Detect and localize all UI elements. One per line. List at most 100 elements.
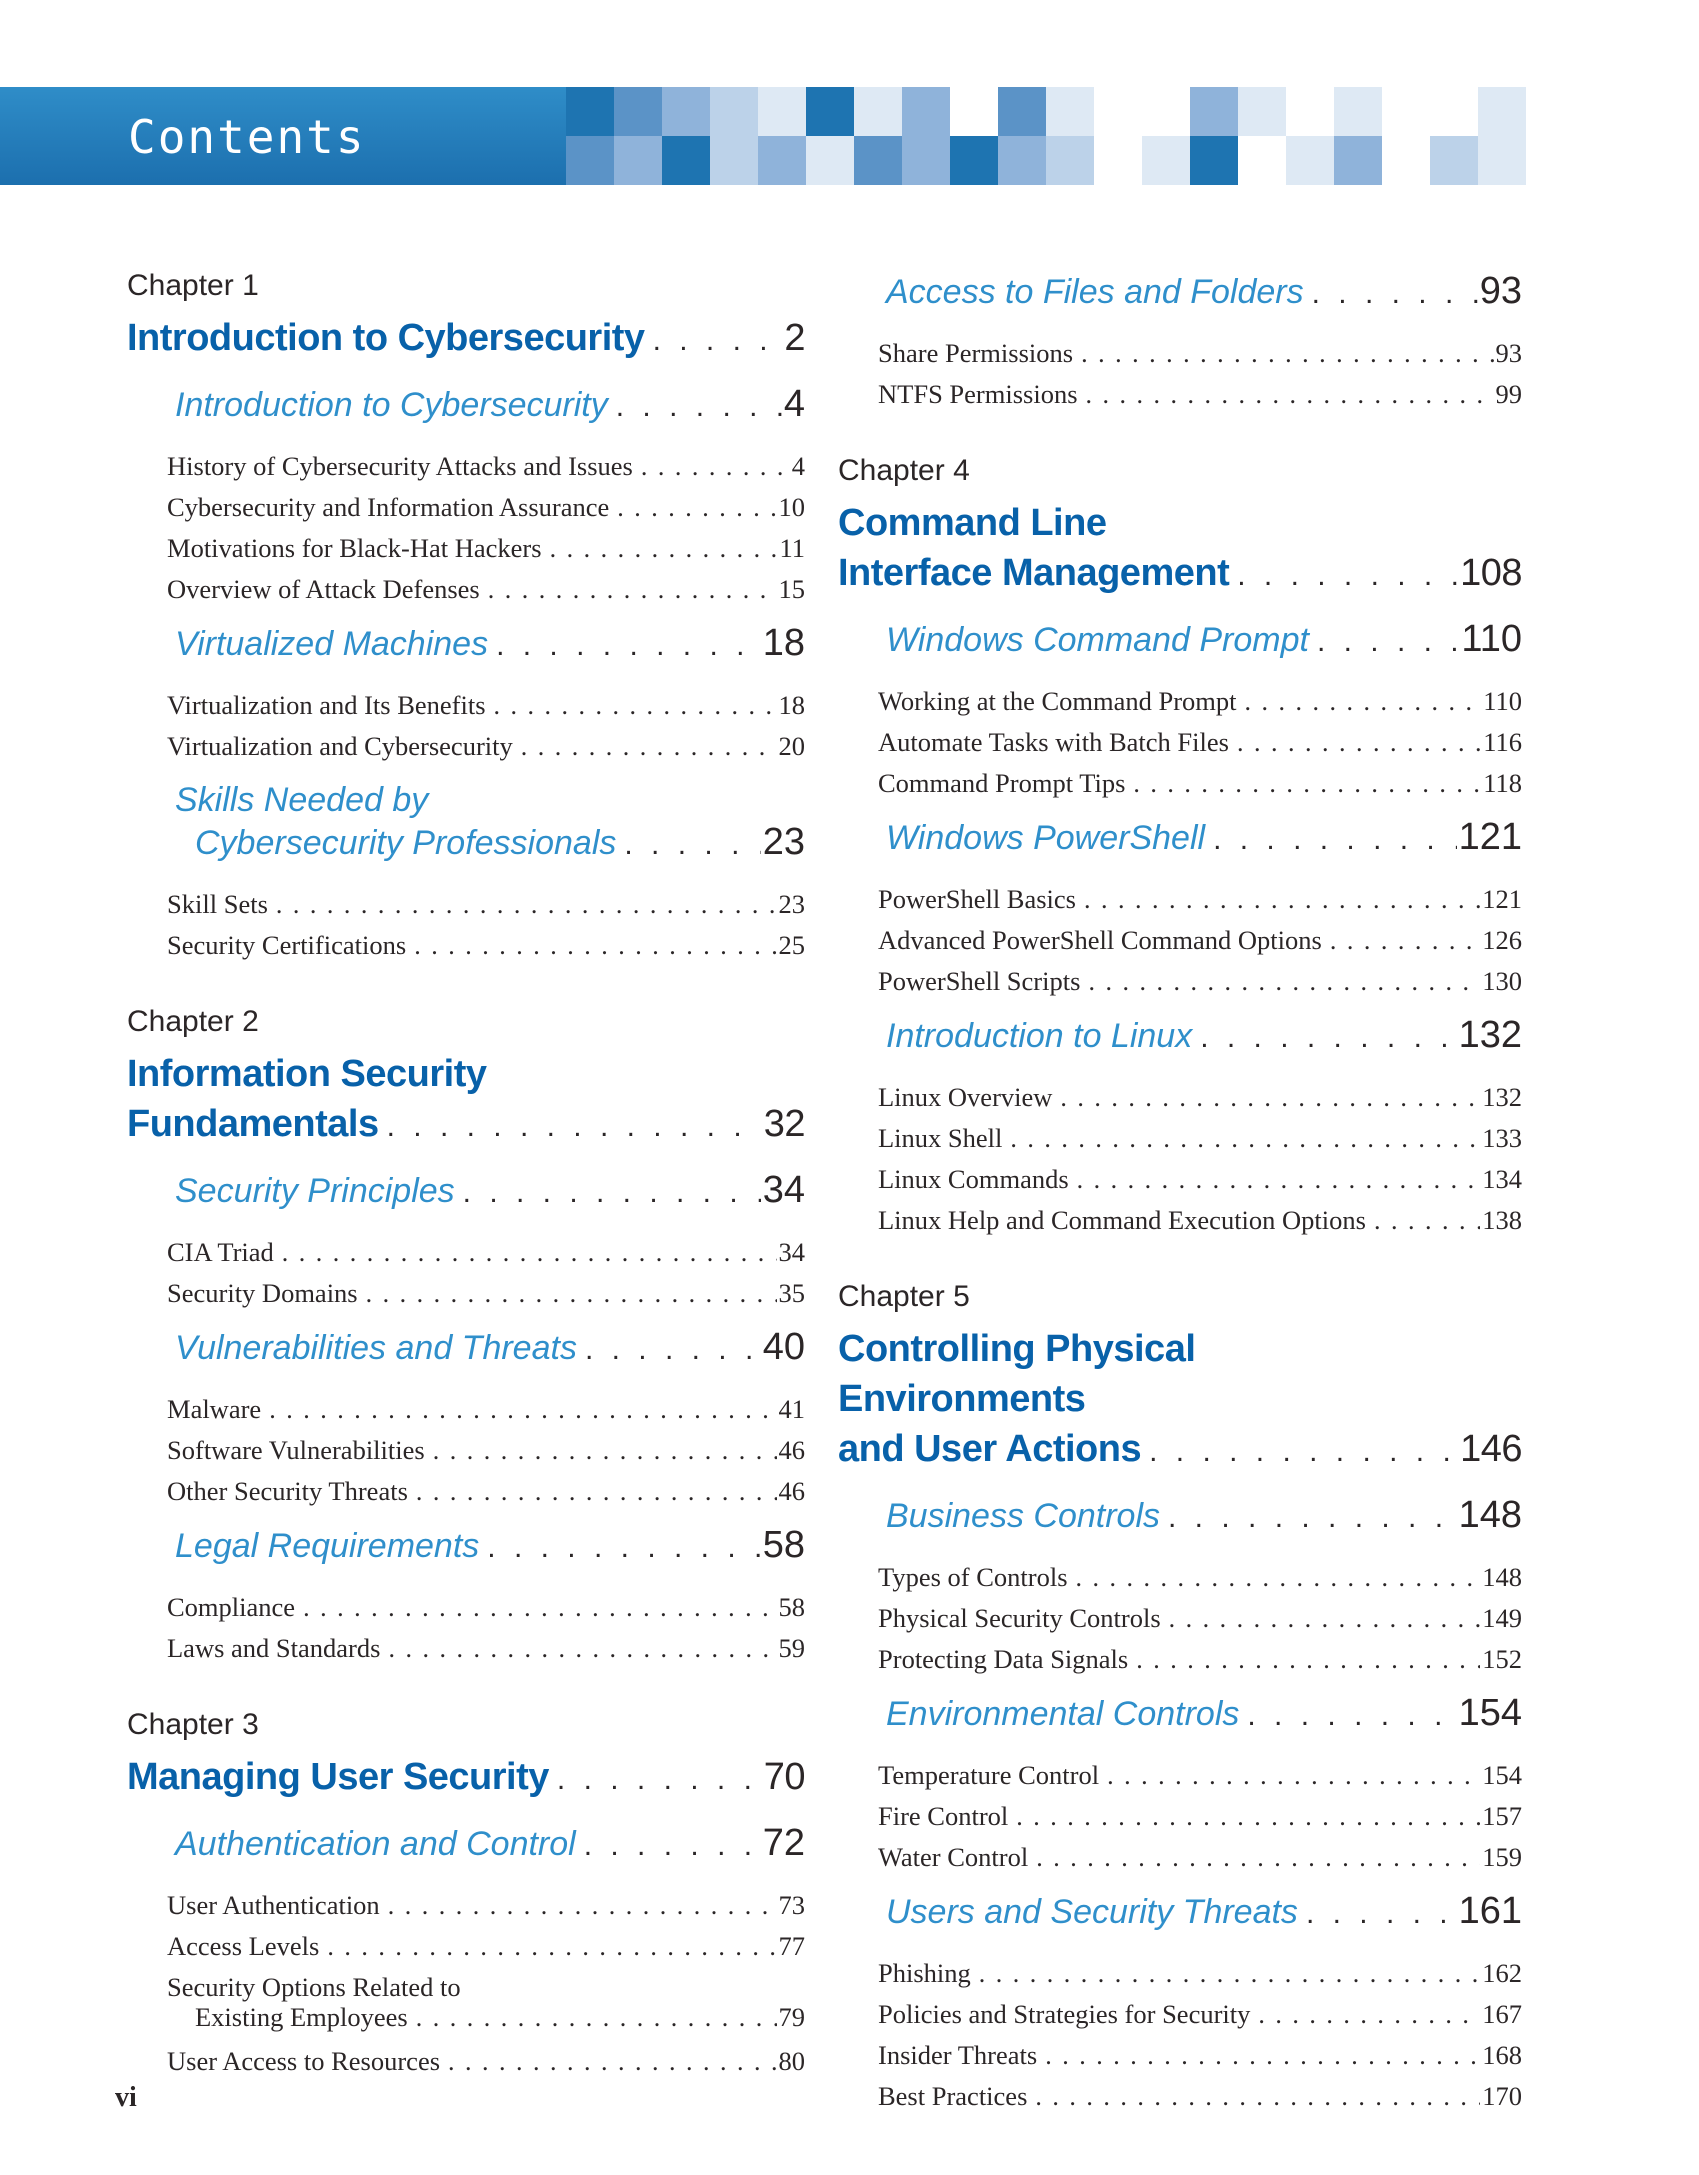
- mosaic-square: [1430, 136, 1478, 185]
- dot-leader: . . . . . . . . . . . . . . . . . . . . …: [584, 1333, 761, 1366]
- toc-entry: Laws and Standards. . . . . . . . . . . …: [127, 1628, 805, 1669]
- section-heading-line: Authentication and Control. . . . . . . …: [127, 1822, 805, 1867]
- dot-leader: . . . . . . . . . . . . . . . . . . . . …: [1081, 339, 1493, 368]
- page-number: 35: [778, 1278, 806, 1308]
- chapter-title-line-text: Interface Management: [838, 552, 1230, 594]
- toc-entry: Fire Control. . . . . . . . . . . . . . …: [838, 1796, 1522, 1837]
- toc-entry: Phishing. . . . . . . . . . . . . . . . …: [838, 1953, 1522, 1994]
- dot-leader: . . . . . . . . . . . . . . . . . . . . …: [462, 1176, 761, 1209]
- toc-entry: Access Levels. . . . . . . . . . . . . .…: [127, 1926, 805, 1967]
- toc-column-left: Chapter 1 Introduction to Cybersecurity. …: [127, 268, 806, 2082]
- section-heading-line-text: Environmental Controls: [886, 1695, 1240, 1733]
- mosaic-square: [950, 87, 998, 136]
- dot-leader: . . . . . . . . . . . . . . . . . . . . …: [269, 1395, 776, 1424]
- page-number: 159: [1482, 1842, 1522, 1872]
- section-heading-line-text: Windows PowerShell: [886, 819, 1206, 857]
- section-heading-line: Windows Command Prompt. . . . . . . . . …: [838, 618, 1522, 663]
- mosaic-square: [806, 136, 854, 185]
- toc-entry: Physical Security Controls. . . . . . . …: [838, 1598, 1522, 1639]
- chapter-label-text: Chapter 5: [838, 1280, 970, 1313]
- toc-entry-text: Working at the Command Prompt: [878, 686, 1237, 716]
- toc-entry: Best Practices. . . . . . . . . . . . . …: [838, 2076, 1522, 2117]
- dot-leader: . . . . . . . . . . . . . . . . . . . . …: [327, 1932, 776, 1961]
- toc-entry-text: User Authentication: [167, 1890, 380, 1920]
- toc-entry-text: Access Levels: [167, 1931, 320, 1961]
- chapter-title-line: Controlling Physical: [838, 1324, 1522, 1374]
- toc-entry-text: Skill Sets: [167, 889, 268, 919]
- page-number: 168: [1482, 2040, 1522, 2070]
- section-heading-line: Virtualized Machines. . . . . . . . . . …: [127, 622, 805, 667]
- page-number: 99: [1495, 379, 1523, 409]
- page-number: 157: [1482, 1801, 1522, 1831]
- header-band: Contents: [0, 87, 1699, 185]
- page-number: 148: [1458, 1494, 1522, 1536]
- toc-entry-text: Types of Controls: [878, 1562, 1068, 1592]
- toc-entry-text: Linux Shell: [878, 1123, 1003, 1153]
- toc-entry: Skill Sets. . . . . . . . . . . . . . . …: [127, 884, 805, 925]
- dot-leader: . . . . . . . . . . . . . . . . . . . . …: [1311, 277, 1478, 310]
- section-heading-line-text: Introduction to Linux: [886, 1017, 1193, 1055]
- toc-entry-text: Overview of Attack Defenses: [167, 574, 480, 604]
- toc-entry: Existing Employees. . . . . . . . . . . …: [127, 2001, 805, 2034]
- toc-entry-text: Command Prompt Tips: [878, 768, 1126, 798]
- mosaic-square: [710, 136, 758, 185]
- mosaic-square: [1286, 136, 1334, 185]
- chapter-label-text: Chapter 4: [838, 454, 970, 487]
- page-number: 73: [778, 1890, 806, 1920]
- toc-entry: Other Security Threats. . . . . . . . . …: [127, 1471, 805, 1512]
- toc-entry: PowerShell Scripts. . . . . . . . . . . …: [838, 961, 1522, 1002]
- mosaic-square: [1142, 136, 1190, 185]
- page-number: 154: [1458, 1692, 1522, 1734]
- folio-page-number: vi: [115, 2082, 137, 2113]
- chapter-title-line-text: Controlling Physical: [838, 1328, 1196, 1370]
- page-number: 110: [1461, 618, 1522, 660]
- dot-leader: . . . . . . . . . . . . . . . . . . . . …: [1168, 1501, 1457, 1534]
- section-heading-line: Introduction to Linux. . . . . . . . . .…: [838, 1014, 1522, 1059]
- toc-entry: PowerShell Basics . . . . . . . . . . . .…: [838, 879, 1522, 920]
- chapter-title-line-text: and User Actions: [838, 1428, 1142, 1470]
- mosaic-square: [1478, 87, 1526, 136]
- toc-entry-text: NTFS Permissions: [878, 379, 1078, 409]
- section-heading-line-text: Skills Needed by: [175, 781, 429, 819]
- dot-leader: . . . . . . . . . . . . . . . . . . . . …: [303, 1593, 776, 1622]
- toc-entry: Share Permissions. . . . . . . . . . . .…: [838, 333, 1522, 374]
- toc-entry: Overview of Attack Defenses. . . . . . .…: [127, 569, 805, 610]
- mosaic-square: [950, 136, 998, 185]
- page-number: 161: [1458, 1890, 1522, 1932]
- dot-leader: . . . . . . . . . . . . . . . . . . . . …: [1236, 728, 1481, 757]
- mosaic-square: [1094, 87, 1142, 136]
- toc-entry-text: PowerShell Scripts: [878, 966, 1081, 996]
- dot-leader: . . . . . . . . . . . . . . . . . . . . …: [617, 493, 776, 522]
- toc-entry: Linux Overview. . . . . . . . . . . . . …: [838, 1077, 1522, 1118]
- section-heading-line: Legal Requirements. . . . . . . . . . . …: [127, 1524, 805, 1569]
- page-number: 118: [1483, 768, 1522, 798]
- toc-entry-text: Virtualization and Its Benefits: [167, 690, 486, 720]
- page-number: 58: [762, 1524, 805, 1566]
- toc-entry: History of Cybersecurity Attacks and Iss…: [127, 446, 805, 487]
- page-number: 79: [778, 2002, 806, 2032]
- toc-entry: Virtualization and Cybersecurity. . . . …: [127, 726, 805, 767]
- mosaic-square: [1142, 87, 1190, 136]
- dot-leader: . . . . . . . . . . . . . . . . . . . . …: [1084, 885, 1480, 914]
- mosaic-square: [1046, 136, 1094, 185]
- section-heading-line-text: Cybersecurity Professionals: [195, 824, 617, 862]
- dot-leader: . . . . . . . . . . . . . . . . . . . . …: [493, 691, 777, 720]
- dot-leader: . . . . . . . . . . . . . . . . . . . . …: [1247, 1699, 1456, 1732]
- page-number: 116: [1483, 727, 1522, 757]
- mosaic-square: [1334, 87, 1382, 136]
- chapter-title-line: Information Security: [127, 1049, 805, 1099]
- toc-entry-text: Share Permissions: [878, 338, 1074, 368]
- page-number: 132: [1482, 1082, 1522, 1112]
- mosaic-square: [902, 136, 950, 185]
- mosaic-square: [806, 87, 854, 136]
- dot-leader: . . . . . . . . . . . . . . . . . . . . …: [1136, 1645, 1480, 1674]
- mosaic-square: [854, 136, 902, 185]
- mosaic-square: [662, 87, 710, 136]
- mosaic-square: [662, 136, 710, 185]
- page-number: 154: [1482, 1760, 1522, 1790]
- section-heading-line-text: Access to Files and Folders: [886, 273, 1304, 311]
- page-number: 46: [778, 1435, 806, 1465]
- toc-entry-text: Laws and Standards: [167, 1633, 381, 1663]
- dot-leader: . . . . . . . . . . . . . . . . . . . . …: [1076, 1165, 1481, 1194]
- page-number: 41: [778, 1394, 806, 1424]
